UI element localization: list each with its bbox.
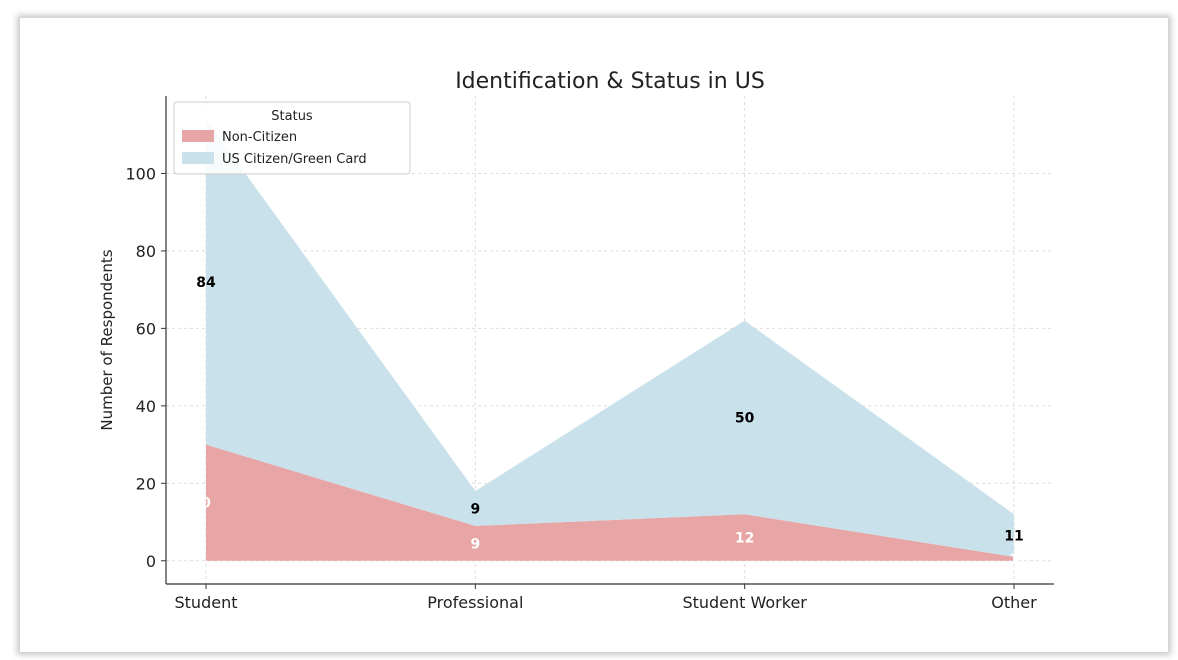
data-label: 50 bbox=[735, 410, 755, 426]
legend-title: Status bbox=[271, 109, 313, 124]
legend-box bbox=[173, 101, 411, 175]
data-label: 0 bbox=[201, 496, 211, 512]
x-tick-label: Student Worker bbox=[682, 593, 807, 612]
legend-label: US Citizen/Green Card bbox=[222, 152, 367, 167]
data-label: 12 bbox=[735, 531, 754, 547]
legend-swatch bbox=[182, 130, 214, 142]
area-us-citizen-green-card bbox=[206, 119, 1014, 557]
chart-frame: Identification & Status in US Number of … bbox=[20, 18, 1168, 652]
data-label: 11 bbox=[1004, 529, 1023, 545]
area-series bbox=[206, 119, 1014, 561]
chart-title: Identification & Status in US bbox=[455, 69, 765, 94]
legend-items: Non-Citizen US Citizen/Green Card bbox=[182, 130, 367, 167]
area-non-citizen bbox=[206, 444, 1014, 561]
y-tick-label: 20 bbox=[136, 474, 156, 493]
y-tick-label: 100 bbox=[125, 164, 156, 183]
x-tick-label: Other bbox=[991, 593, 1037, 612]
y-tick-label: 80 bbox=[136, 242, 156, 261]
legend-swatch bbox=[182, 152, 214, 164]
data-label: 9 bbox=[470, 536, 480, 552]
x-tick-label: Professional bbox=[427, 593, 523, 612]
legend: Status Non-Citizen US Citizen/Green Card bbox=[173, 101, 411, 175]
data-label: 84 bbox=[196, 275, 216, 291]
tick-labels: 0 20 40 60 80 100 Student Professional Student W… bbox=[125, 164, 1037, 612]
y-tick-label: 60 bbox=[136, 319, 156, 338]
legend-label: Non-Citizen bbox=[222, 130, 297, 145]
y-tick-label: 40 bbox=[136, 397, 156, 416]
x-tick-label: Student bbox=[175, 593, 238, 612]
data-label: 1 bbox=[1009, 552, 1019, 568]
data-label: 9 bbox=[470, 501, 480, 517]
data-labels: 0 9 12 1 84 9 50 11 bbox=[196, 275, 1023, 568]
y-axis-title: Number of Respondents bbox=[98, 249, 116, 430]
y-tick-label: 0 bbox=[146, 552, 156, 571]
axes bbox=[165, 96, 1054, 585]
area-chart: Identification & Status in US Number of … bbox=[98, 69, 1054, 612]
